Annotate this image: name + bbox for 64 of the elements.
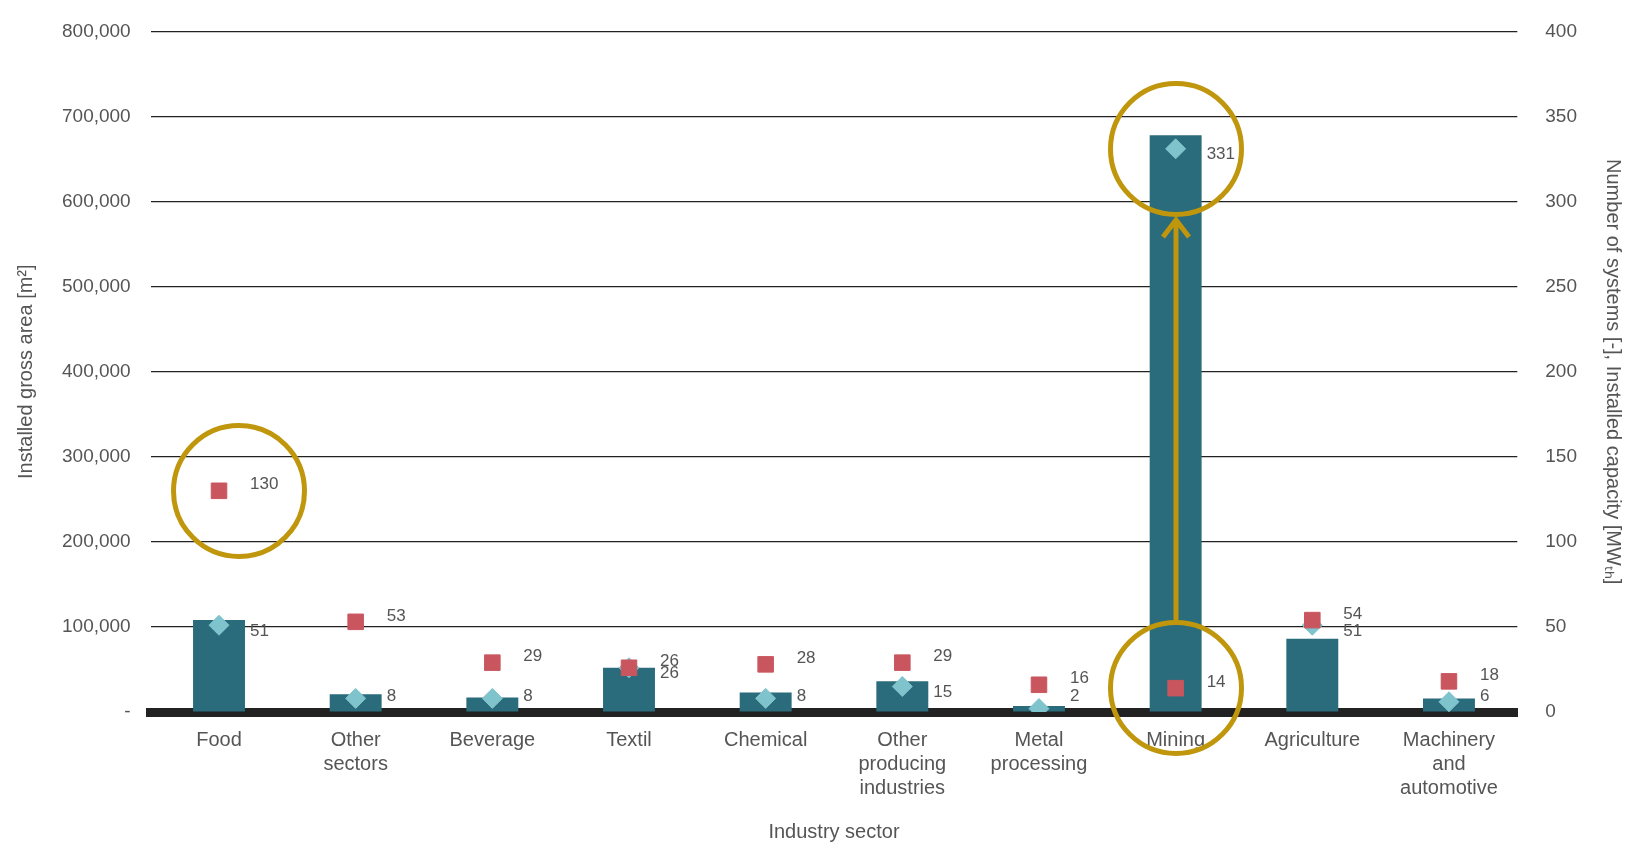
data-label: 14	[1206, 671, 1226, 691]
data-label: 331	[1206, 144, 1236, 164]
y2-tick-label: 150	[1545, 445, 1577, 467]
data-label: 18	[1479, 665, 1499, 685]
y-tick-label: 300,000	[61, 445, 131, 467]
data-label: 8	[523, 685, 533, 705]
point	[1438, 691, 1460, 712]
x-tick-label: Agriculture	[1264, 727, 1361, 750]
data-label: 8	[386, 685, 397, 705]
data-label: 51	[250, 620, 269, 640]
point	[1304, 611, 1321, 629]
bar	[603, 667, 655, 712]
x-tick-label: Metal processing	[990, 727, 1088, 774]
x-tick-label: Other producing industries	[858, 727, 947, 798]
point	[481, 687, 503, 709]
point	[894, 654, 911, 671]
y2-tick-label: 0	[1545, 700, 1556, 722]
data-label: 29	[933, 646, 953, 666]
x-tick-label: Food	[196, 727, 242, 750]
data-label: 6	[1479, 685, 1490, 705]
point	[208, 614, 230, 636]
point	[347, 613, 364, 631]
x-tick-label: Beverage	[449, 727, 536, 750]
y2-tick-label: 250	[1545, 274, 1577, 296]
y-tick-label: 100,000	[61, 615, 131, 637]
y2-tick-label: 50	[1545, 615, 1567, 637]
data-label: 51	[1343, 620, 1363, 640]
x-tick-label: Machinery and automotive	[1400, 727, 1498, 798]
data-label: 53	[386, 605, 406, 625]
x-tick-label: Other sectors	[323, 727, 388, 774]
point	[345, 687, 367, 709]
y-tick-label: 700,000	[61, 104, 131, 126]
data-label: 15	[933, 682, 953, 702]
y-tick-label: 400,000	[61, 359, 131, 381]
point	[210, 482, 228, 500]
y-tick-label: -	[124, 700, 131, 722]
y-tick-label: 200,000	[61, 530, 131, 552]
y2-axis-title: Number of systems [-], Installed capacity [MWₜₕ]	[1603, 159, 1626, 585]
x-tick-label: Chemical	[723, 727, 808, 750]
y-tick-label: 800,000	[61, 19, 131, 41]
point	[484, 654, 501, 671]
y2-tick-label: 350	[1545, 104, 1577, 126]
y2-tick-label: 200	[1545, 359, 1577, 381]
x-tick-label: Textil	[606, 727, 652, 750]
y-tick-label: 500,000	[61, 274, 131, 296]
data-label: 28	[796, 648, 816, 668]
data-label: 8	[796, 685, 807, 705]
data-label: 29	[523, 646, 543, 666]
point	[1030, 676, 1048, 694]
bar	[193, 620, 245, 712]
point	[755, 687, 777, 709]
data-label: 54	[1343, 603, 1363, 623]
point	[1440, 673, 1458, 690]
data-label: 130	[250, 474, 279, 494]
point	[757, 656, 774, 673]
y-axis-title: Installed gross area [m²]	[13, 264, 36, 479]
data-label: 16	[1069, 668, 1089, 688]
y2-tick-label: 100	[1545, 530, 1577, 552]
y-tick-label: 600,000	[61, 189, 131, 211]
data-label: 2	[1069, 685, 1080, 705]
y2-tick-label: 400	[1545, 19, 1577, 41]
x-axis-title: Industry sector	[768, 819, 900, 842]
bar	[1286, 638, 1339, 712]
y2-tick-label: 300	[1545, 189, 1577, 211]
